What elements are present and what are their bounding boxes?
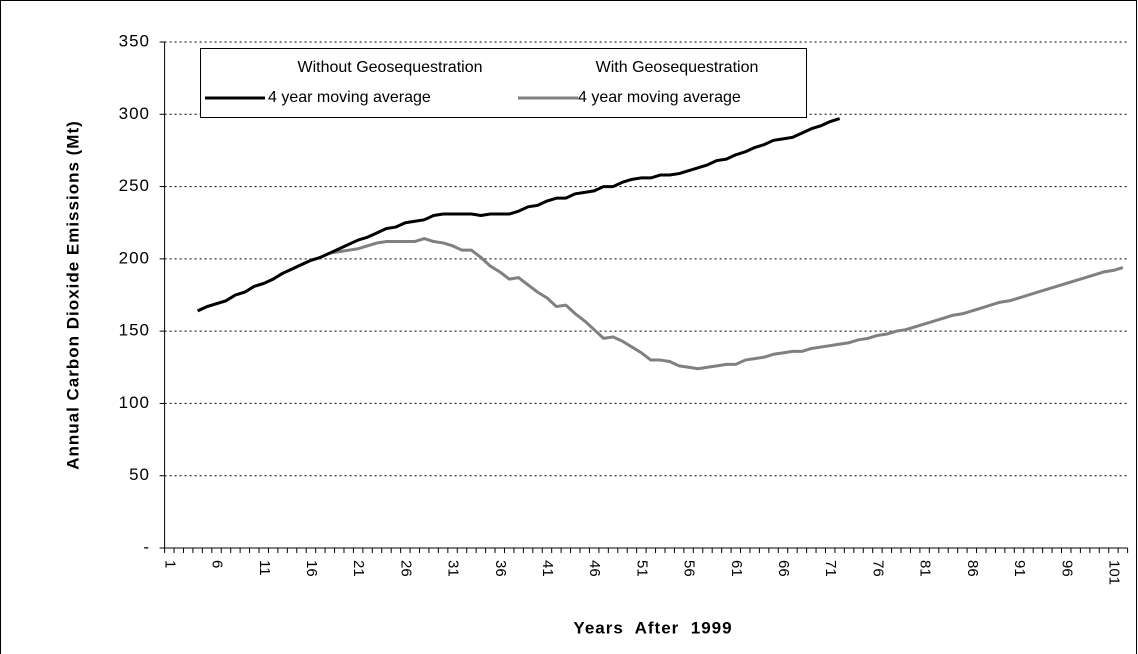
y-tick-label: 50 (129, 465, 150, 484)
x-tick-label: 46 (586, 560, 603, 577)
x-tick-label: 26 (397, 560, 414, 577)
y-tick-label: 350 (119, 31, 150, 50)
y-tick-label: 250 (119, 176, 150, 195)
data-line (197, 237, 1124, 371)
legend-label: 4 year moving average (578, 89, 741, 106)
legend-box (200, 48, 807, 118)
x-tick-label: 86 (964, 560, 981, 577)
x-tick-label: 81 (917, 560, 934, 577)
data-line (197, 117, 841, 313)
x-tick-label: 66 (775, 560, 792, 577)
y-tick-label: - (143, 537, 150, 556)
x-tick-label: 6 (209, 560, 226, 568)
x-tick-label: 101 (1105, 560, 1122, 585)
x-tick-label: 41 (539, 560, 556, 577)
x-tick-label: 1 (161, 560, 178, 568)
x-tick-label: 36 (492, 560, 509, 577)
y-axis-title: Annual Carbon Dioxide Emissions (Mt) (63, 120, 82, 470)
y-tick-label: 300 (119, 104, 150, 123)
legend-group: With Geosequestration (596, 59, 759, 76)
x-tick-label: 31 (445, 560, 462, 577)
x-tick-label: 51 (633, 560, 650, 577)
y-tick-label: 200 (119, 248, 150, 267)
x-tick-label: 21 (350, 560, 367, 577)
x-tick-label: 96 (1058, 560, 1075, 577)
x-axis-title: Years After 1999 (573, 618, 732, 637)
x-tick-label: 56 (681, 560, 698, 577)
legend-group: Without Geosequestration (298, 59, 483, 76)
y-tick-label: 150 (119, 321, 150, 340)
y-tick-label: 100 (119, 393, 150, 412)
x-tick-label: 16 (303, 560, 320, 577)
x-tick-label: 71 (822, 560, 839, 577)
x-tick-label: 11 (256, 560, 273, 576)
x-tick-label: 76 (869, 560, 886, 577)
legend-label: 4 year moving average (268, 89, 431, 106)
x-tick-label: 61 (728, 560, 745, 577)
x-tick-label: 91 (1011, 560, 1028, 577)
